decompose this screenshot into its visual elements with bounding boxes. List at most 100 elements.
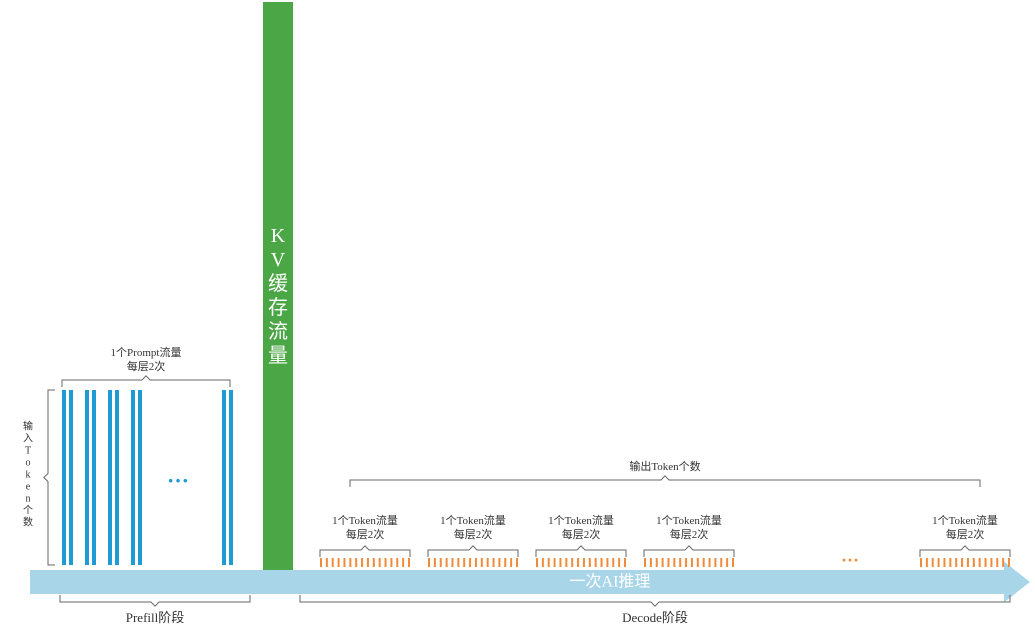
decode-tick	[493, 558, 495, 567]
decode-tick	[571, 558, 573, 567]
decode-tick	[408, 558, 410, 567]
brace	[62, 376, 230, 387]
decode-tick	[943, 558, 945, 567]
decode-tick	[373, 558, 375, 567]
decode-tick	[565, 558, 567, 567]
brace	[920, 546, 1010, 557]
prefill-yaxis-label: e	[26, 482, 31, 493]
timeline-arrow	[30, 562, 1030, 603]
prefill-yaxis-label: 个	[23, 505, 33, 517]
decode-tick	[338, 558, 340, 567]
decode-tick	[949, 558, 951, 567]
decode-tick	[656, 558, 658, 567]
prefill-yaxis-label: n	[26, 494, 31, 505]
decode-tick	[926, 558, 928, 567]
decode-token-label-1: 1个Token流量	[332, 513, 398, 527]
decode-tick	[967, 558, 969, 567]
decode-tick	[451, 558, 453, 567]
decode-tick	[703, 558, 705, 567]
decode-tick	[390, 558, 392, 567]
decode-tick	[961, 558, 963, 567]
decode-tick	[504, 558, 506, 567]
decode-token-label-2: 每层2次	[562, 527, 601, 541]
decode-tick	[446, 558, 448, 567]
timeline-arrow-label: 一次AI推理	[570, 573, 651, 591]
decode-tick	[542, 558, 544, 567]
decode-tick	[589, 558, 591, 567]
decode-tick	[440, 558, 442, 567]
prefill-bar	[131, 390, 135, 565]
decode-tick	[932, 558, 934, 567]
brace	[320, 546, 410, 557]
decode-tick	[428, 558, 430, 567]
kv-cache-label: 流	[268, 320, 288, 343]
decode-tick	[650, 558, 652, 567]
kv-cache-label: 缓	[268, 272, 288, 295]
diagram-canvas: KV缓存流量一次AI推理···1个Prompt流量每层2次输入Token个数Pr…	[0, 0, 1035, 625]
decode-tick	[709, 558, 711, 567]
decode-tick	[487, 558, 489, 567]
decode-tick	[434, 558, 436, 567]
decode-tick	[475, 558, 477, 567]
decode-tick	[548, 558, 550, 567]
kv-cache-label: 存	[268, 296, 288, 319]
decode-tick	[990, 558, 992, 567]
prefill-bar	[115, 390, 119, 565]
decode-tick	[644, 558, 646, 567]
brace	[536, 546, 626, 557]
decode-tick	[679, 558, 681, 567]
prefill-yaxis-label: 输	[23, 420, 33, 433]
prefill-bar	[229, 390, 233, 565]
decode-tick	[732, 558, 734, 567]
decode-tick	[355, 558, 357, 567]
prefill-top-label-2: 每层2次	[127, 359, 166, 373]
decode-tick	[498, 558, 500, 567]
decode-token-label-2: 每层2次	[670, 527, 709, 541]
brace	[350, 476, 980, 487]
prefill-stage-label: Prefill阶段	[126, 610, 185, 625]
decode-tick	[361, 558, 363, 567]
prefill-top-label-1: 1个Prompt流量	[111, 345, 182, 359]
kv-cache-label: 量	[268, 345, 288, 367]
decode-tick	[685, 558, 687, 567]
decode-tick	[457, 558, 459, 567]
decode-tick	[463, 558, 465, 567]
decode-tick	[938, 558, 940, 567]
decode-tick	[624, 558, 626, 567]
prefill-yaxis-label: 数	[23, 516, 33, 529]
decode-tick	[720, 558, 722, 567]
decode-tick	[618, 558, 620, 567]
decode-tick	[691, 558, 693, 567]
prefill-yaxis-label: o	[26, 458, 31, 469]
decode-tick	[469, 558, 471, 567]
kv-cache-label: K	[271, 225, 286, 247]
prefill-bar	[62, 390, 66, 565]
decode-tick	[667, 558, 669, 567]
decode-tick	[385, 558, 387, 567]
prefill-bar	[92, 390, 96, 565]
decode-tick	[714, 558, 716, 567]
decode-tick	[973, 558, 975, 567]
prefill-bar	[85, 390, 89, 565]
prefill-bar	[108, 390, 112, 565]
decode-tick	[979, 558, 981, 567]
decode-tick	[320, 558, 322, 567]
prefill-ellipsis: ···	[167, 468, 189, 493]
kv-cache-label: V	[271, 249, 286, 271]
decode-tick	[612, 558, 614, 567]
brace	[300, 595, 1010, 606]
prefill-yaxis-label: T	[25, 446, 31, 457]
decode-tick	[726, 558, 728, 567]
decode-tick	[1002, 558, 1004, 567]
decode-tick	[349, 558, 351, 567]
decode-top-label: 输出Token个数	[629, 459, 700, 473]
decode-ellipsis: ···	[841, 550, 859, 570]
decode-token-label-2: 每层2次	[946, 527, 985, 541]
decode-token-label-1: 1个Token流量	[440, 513, 506, 527]
decode-tick	[595, 558, 597, 567]
prefill-yaxis-label: 入	[23, 434, 33, 445]
decode-tick	[343, 558, 345, 567]
prefill-yaxis-label: k	[26, 470, 31, 481]
decode-tick	[577, 558, 579, 567]
brace	[44, 390, 55, 565]
